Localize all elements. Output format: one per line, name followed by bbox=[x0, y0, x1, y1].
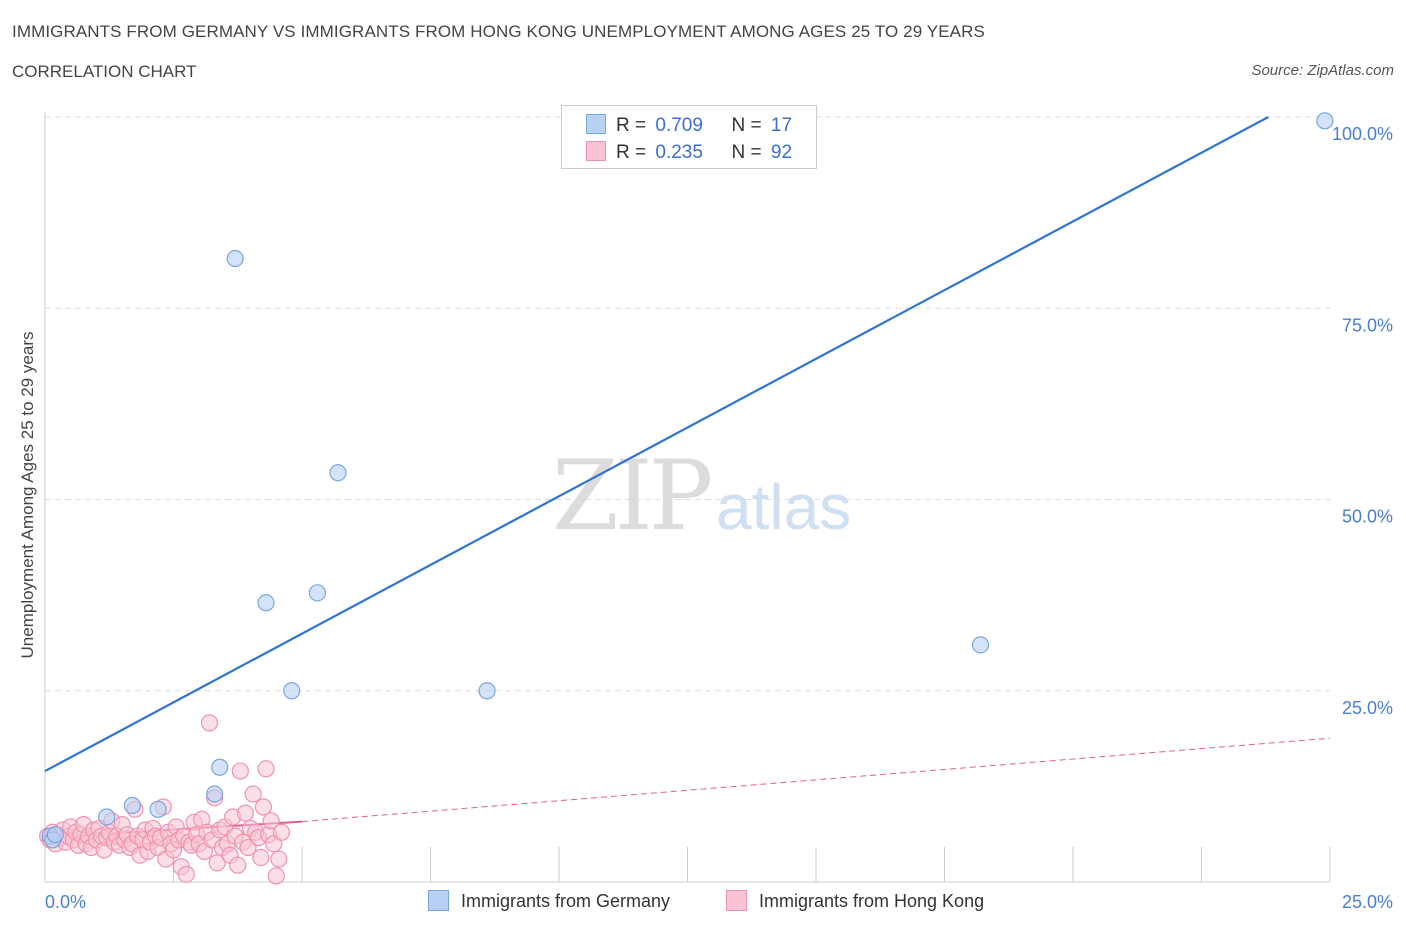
source-credit: Source: ZipAtlas.com bbox=[1251, 62, 1394, 79]
germany-point bbox=[308, 584, 327, 602]
hongkong-point bbox=[231, 762, 249, 780]
hongkong-point bbox=[229, 856, 247, 874]
y-axis-label: Unemployment Among Ages 25 to 29 years bbox=[18, 331, 37, 659]
germany-point bbox=[478, 682, 496, 700]
legend-row-hongkong: R = 0.235 N = 92 bbox=[586, 141, 792, 165]
germany-point bbox=[1316, 112, 1334, 130]
bottom-legend-hongkong: Immigrants from Hong Kong bbox=[726, 890, 984, 912]
watermark-atlas: atlas bbox=[716, 471, 852, 543]
hongkong-point bbox=[239, 838, 257, 857]
hongkong-point bbox=[200, 714, 219, 732]
bottom-legend-germany: Immigrants from Germany bbox=[428, 890, 670, 912]
germany-n-value: 17 bbox=[770, 115, 793, 136]
hongkong-point bbox=[270, 850, 288, 868]
correlation-legend: R = 0.709 N = 17 R = 0.235 N = 92 bbox=[561, 105, 817, 169]
hongkong-point bbox=[262, 812, 280, 830]
hongkong-legend-swatch bbox=[726, 890, 747, 911]
germany-point bbox=[971, 636, 990, 654]
hongkong-n-value: 92 bbox=[770, 142, 793, 163]
germany-point bbox=[46, 825, 64, 844]
hongkong-point bbox=[272, 823, 291, 841]
trend-lines bbox=[44, 116, 1331, 839]
hongkong-point bbox=[244, 785, 262, 803]
y-tick-label: 100.0% bbox=[1332, 124, 1393, 144]
y-tick-label: 75.0% bbox=[1342, 315, 1393, 335]
germany-legend-swatch bbox=[428, 890, 449, 911]
hongkong-trend-extension bbox=[301, 737, 1331, 823]
germany-point bbox=[98, 808, 116, 826]
chart-subtitle: CORRELATION CHART bbox=[12, 62, 197, 81]
y-tick-label: 25.0% bbox=[1342, 698, 1393, 718]
germany-point bbox=[226, 249, 244, 268]
hongkong-r-value: 0.235 bbox=[655, 142, 703, 163]
x-tick-label-min: 0.0% bbox=[45, 892, 86, 912]
x-tick-label-max: 25.0% bbox=[1342, 892, 1393, 912]
y-tick-label: 50.0% bbox=[1342, 507, 1393, 527]
hongkong-point bbox=[208, 854, 226, 872]
hongkong-point bbox=[252, 848, 270, 867]
germany-trend-line bbox=[44, 116, 1269, 773]
germany-point bbox=[329, 464, 347, 482]
hongkong-point bbox=[236, 804, 255, 822]
germany-point bbox=[257, 594, 275, 612]
hongkong-points bbox=[38, 714, 291, 885]
germany-n-label: N = bbox=[731, 115, 762, 136]
germany-points bbox=[41, 112, 1334, 849]
legend-row-germany: R = 0.709 N = 17 bbox=[586, 114, 792, 138]
germany-point bbox=[123, 796, 141, 815]
germany-point bbox=[211, 758, 229, 776]
grid-lines bbox=[44, 116, 1331, 882]
hongkong-point bbox=[254, 798, 273, 816]
hongkong-point bbox=[257, 760, 275, 778]
axes bbox=[44, 112, 1330, 883]
germany-point bbox=[283, 682, 301, 700]
germany-r-value: 0.709 bbox=[655, 115, 703, 136]
tick-labels: 25.0% 50.0% 75.0% 100.0% 0.0% 25.0% bbox=[45, 124, 1393, 912]
germany-point bbox=[149, 800, 167, 818]
chart-title: IMMIGRANTS FROM GERMANY VS IMMIGRANTS FR… bbox=[12, 22, 985, 41]
hongkong-n-label: N = bbox=[731, 142, 762, 163]
hongkong-r-label: R = bbox=[616, 142, 647, 163]
germany-r-label: R = bbox=[616, 115, 647, 136]
watermark-zip: ZIP bbox=[552, 440, 713, 552]
germany-legend-label: Immigrants from Germany bbox=[461, 891, 671, 911]
hongkong-swatch bbox=[586, 141, 606, 161]
hongkong-legend-label: Immigrants from Hong Kong bbox=[759, 891, 985, 911]
hongkong-point bbox=[177, 865, 195, 883]
germany-point bbox=[206, 785, 224, 803]
hongkong-point bbox=[267, 867, 285, 885]
germany-swatch bbox=[586, 114, 606, 134]
